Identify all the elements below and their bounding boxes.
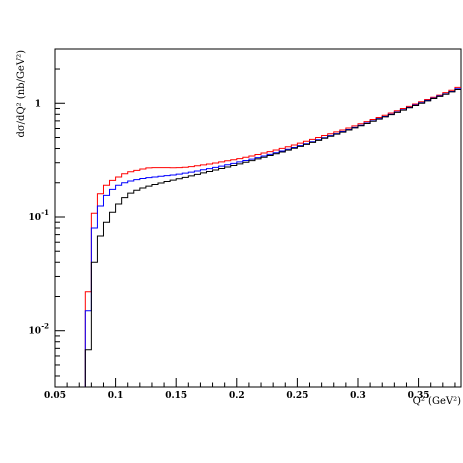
y-tick-label: 1 (35, 99, 41, 109)
y-tick-exponent: -1 (41, 208, 49, 217)
series-2-line (84, 88, 461, 387)
y-tick-label: 10 (28, 213, 41, 223)
y-tick-exponent: -2 (41, 322, 49, 331)
ticks-layer (54, 48, 456, 387)
plot-frame (54, 48, 462, 388)
x-tick-label: 0.35 (408, 391, 430, 401)
y-tick-label: 10 (28, 327, 41, 337)
x-axis-title: Q² (GeV²) (413, 396, 461, 407)
x-tick-label: 0.2 (229, 391, 245, 401)
series-layer (84, 86, 461, 387)
x-tick-label: 0.3 (350, 391, 366, 401)
y-axis-title: dσ/dQ² (nb/GeV²) (16, 50, 27, 138)
x-tick-label: 0.15 (165, 391, 187, 401)
x-tick-label: 0.05 (44, 391, 66, 401)
series-1-line (84, 86, 461, 387)
x-tick-label: 0.1 (108, 391, 124, 401)
x-tick-label: 0.25 (286, 391, 308, 401)
series-3-line (84, 89, 461, 387)
